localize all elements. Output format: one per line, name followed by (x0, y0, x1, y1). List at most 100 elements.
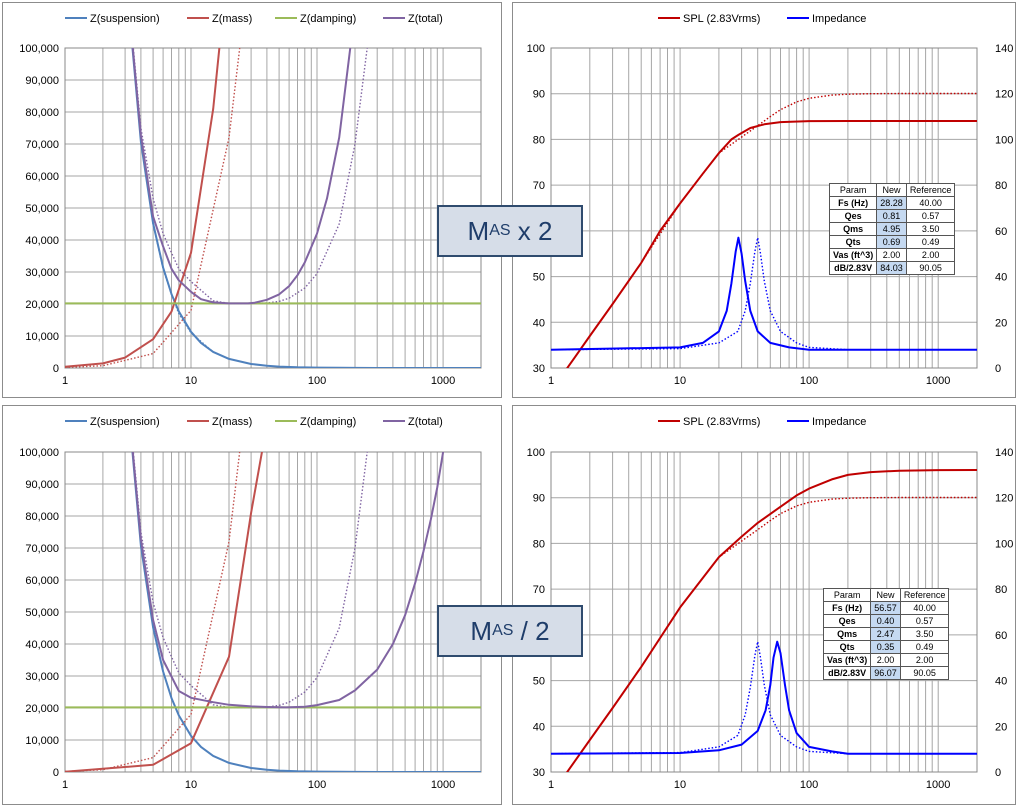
y2-tick-label: 140 (995, 43, 1013, 55)
z-components-chart-top: 1 10 100 1000 0 10,000 20,000 30,000 40,000 50,00… (2, 2, 502, 398)
param-new-value: 84.03 (876, 261, 907, 275)
param-ref-value: 3.50 (905, 222, 956, 236)
param-ref-value: 90.05 (899, 666, 950, 680)
param-ref-value: 90.05 (905, 261, 956, 275)
impedance-reference-line (551, 640, 977, 755)
y-tick-label: 40,000 (25, 235, 59, 247)
z-total-reference-line (132, 48, 368, 305)
x-tick-label: 100 (308, 779, 326, 791)
header-reference: Reference (905, 183, 956, 197)
param-new-value: 2.47 (870, 627, 901, 641)
param-ref-value: 0.57 (899, 614, 950, 628)
header-new: New (870, 588, 901, 602)
x-tick-label: 10 (185, 779, 197, 791)
y-tick-label: 40,000 (25, 639, 59, 651)
y2-tick-label: 120 (995, 89, 1013, 101)
y-tick-label: 80 (533, 134, 545, 146)
param-table-header-row: Param New Reference (828, 183, 956, 197)
param-new-value: 28.28 (876, 196, 907, 210)
z-components-chart-top-svg: 1 10 100 1000 0 10,000 20,000 30,000 40,000 50,00… (19, 13, 482, 387)
y2-tick-label: 40 (995, 676, 1007, 688)
y-tick-label: 70,000 (25, 139, 59, 151)
legend: SPL (2.83Vrms) Impedance (658, 416, 866, 428)
x-tick-label: 1 (548, 375, 554, 387)
param-name: Qes (822, 614, 872, 628)
legend-label: Z(mass) (212, 13, 252, 25)
y-tick-label: 40 (533, 317, 545, 329)
param-name: Qes (828, 209, 878, 223)
y2-tick-label: 0 (995, 363, 1001, 375)
series-lines (551, 469, 977, 772)
legend-label: Z(total) (408, 416, 443, 428)
y-tick-label: 100 (527, 43, 545, 55)
y-tick-label: 90,000 (25, 75, 59, 87)
mas-div2-badge: M AS / 2 (437, 605, 583, 657)
param-new-value: 4.95 (876, 222, 907, 236)
param-name: Vas (ft^3) (828, 248, 878, 262)
z-components-chart-bottom-svg: 1 10 100 1000 0 10,000 20,000 30,000 40,000 50,00… (19, 416, 482, 791)
z-suspension-line (131, 48, 481, 368)
x-tick-label: 1000 (926, 779, 950, 791)
y2-tick-label: 60 (995, 630, 1007, 642)
impedance-line (551, 640, 977, 755)
param-row: Vas (ft^3) 2.00 2.00 (822, 653, 950, 667)
y2-tick-label: 20 (995, 721, 1007, 733)
y-tick-label: 90,000 (25, 479, 59, 491)
param-name: dB/2.83V (822, 666, 872, 680)
param-name: Qts (828, 235, 878, 249)
legend-label: Z(suspension) (90, 416, 160, 428)
series-lines (65, 48, 481, 368)
param-ref-value: 0.49 (899, 640, 950, 654)
z-suspension-line (131, 452, 481, 772)
y-tick-label: 80 (533, 538, 545, 550)
param-row: Qes 0.81 0.57 (828, 209, 956, 223)
param-ref-value: 40.00 (905, 196, 956, 210)
y-tick-label: 30 (533, 363, 545, 375)
spl-2-83vrms-line (565, 469, 977, 772)
y-tick-label: 50 (533, 272, 545, 284)
y-tick-label: 10,000 (25, 735, 59, 747)
param-new-value: 2.00 (876, 248, 907, 262)
y2-tick-label: 80 (995, 180, 1007, 192)
param-row: Qms 2.47 3.50 (822, 627, 950, 641)
param-name: Qms (822, 627, 872, 641)
x-tick-label: 10 (674, 375, 686, 387)
y2-tick-label: 140 (995, 447, 1013, 459)
param-row: dB/2.83V 96.07 90.05 (822, 666, 950, 680)
param-new-value: 56.57 (870, 601, 901, 615)
y-tick-label: 20,000 (25, 299, 59, 311)
legend-label: SPL (2.83Vrms) (683, 416, 760, 428)
y-tick-label: 60,000 (25, 171, 59, 183)
legend-label: Z(total) (408, 13, 443, 25)
param-ref-value: 0.57 (905, 209, 956, 223)
param-new-value: 96.07 (870, 666, 901, 680)
header-new: New (876, 183, 907, 197)
x-tick-label: 1 (548, 779, 554, 791)
badge-suffix: x 2 (510, 215, 553, 246)
y-tick-label: 100,000 (19, 43, 59, 55)
y-tick-label: 30,000 (25, 267, 59, 279)
y-tick-label: 10,000 (25, 331, 59, 343)
param-ref-value: 40.00 (899, 601, 950, 615)
y-tick-label: 100 (527, 447, 545, 459)
mas-x2-badge: M AS x 2 (437, 205, 583, 257)
x-tick-label: 100 (308, 375, 326, 387)
y-tick-label: 60,000 (25, 575, 59, 587)
y-tick-label: 80,000 (25, 511, 59, 523)
legend: Z(suspension) Z(mass) Z(damping) Z(total) (65, 416, 443, 428)
y-tick-label: 30,000 (25, 671, 59, 683)
param-ref-value: 0.49 (905, 235, 956, 249)
param-new-value: 0.69 (876, 235, 907, 249)
badge-base: M (470, 615, 493, 646)
param-ref-value: 2.00 (905, 248, 956, 262)
impedance-reference-line (551, 236, 977, 351)
x-tick-label: 1000 (431, 779, 455, 791)
x-tick-label: 10 (185, 375, 197, 387)
z-mass-line (65, 452, 263, 772)
y-tick-label: 50 (533, 676, 545, 688)
impedance-line (551, 236, 977, 351)
y2-tick-label: 120 (995, 493, 1013, 505)
y-tick-label: 50,000 (25, 203, 59, 215)
badge-suffix: / 2 (513, 615, 550, 646)
y-tick-label: 100,000 (19, 447, 59, 459)
